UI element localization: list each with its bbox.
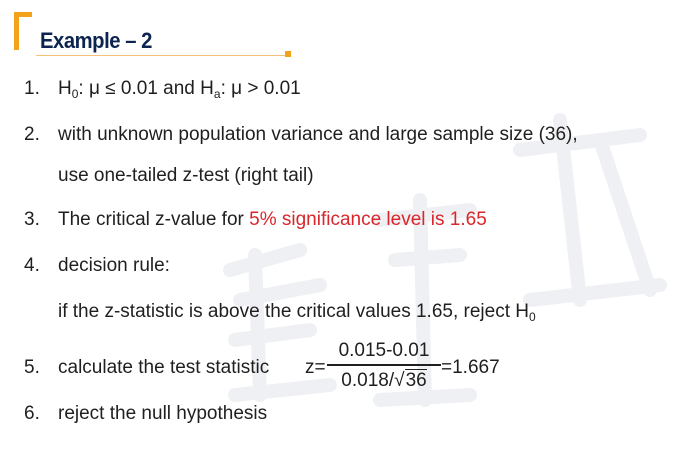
list-item-1: 1. H0: μ ≤ 0.01 and Ha: μ > 0.01 (24, 78, 301, 100)
item-number: 1. (24, 78, 40, 99)
item-number: 5. (24, 357, 40, 378)
slide-title: Example – 2 (40, 28, 152, 53)
item-number: 3. (24, 209, 40, 230)
item-text: calculate the test statistic (58, 357, 270, 378)
formula-result: =1.667 (441, 357, 500, 378)
hypothesis-text: : μ ≤ 0.01 and H (78, 78, 214, 99)
item-number: 2. (24, 124, 40, 145)
alt-hypothesis-subscript: a (213, 87, 221, 101)
list-item-6: 6. reject the null hypothesis (24, 403, 267, 425)
fraction-bar (327, 364, 441, 366)
list-item-4: 4. decision rule: (24, 255, 170, 277)
item-number: 6. (24, 403, 40, 424)
decision-rule-text: if the z-statistic is above the critical… (58, 301, 529, 322)
fraction-numerator: 0.015-0.01 (338, 340, 430, 361)
fraction-denominator: 0.018/√36 (327, 368, 441, 392)
highlighted-text: 5% significance level is 1.65 (249, 209, 487, 230)
item-text: decision rule: (58, 255, 170, 276)
title-underline (36, 55, 289, 56)
alt-hypothesis-text: : μ > 0.01 (220, 78, 301, 99)
item-text: with unknown population variance and lar… (58, 124, 578, 145)
null-hypothesis-subscript: 0 (71, 87, 79, 101)
list-item-5: 5. calculate the test statistic (24, 357, 269, 379)
title-bracket-decoration (14, 12, 32, 50)
sqrt-symbol: √ (394, 369, 405, 391)
denominator-value: 0.018/ (341, 369, 395, 391)
item-number: 4. (24, 255, 40, 276)
item-text: The critical z-value for (58, 209, 250, 230)
test-statistic-fraction: 0.015-0.01 0.018/√36 (327, 340, 441, 392)
title-underline-dot (285, 51, 291, 57)
decision-rule-subscript: 0 (528, 310, 536, 324)
formula-prefix: z= (305, 357, 326, 378)
list-item-3: 3. The critical z-value for 5% significan… (24, 209, 487, 231)
null-hypothesis-label: H (58, 78, 72, 99)
list-item-2-continuation: use one-tailed z-test (right tail) (58, 165, 314, 186)
list-item-2: 2. with unknown population variance and l… (24, 124, 578, 146)
decision-rule-detail: if the z-statistic is above the critical… (58, 301, 536, 323)
item-text: reject the null hypothesis (58, 403, 268, 424)
sqrt-argument: 36 (404, 368, 427, 391)
